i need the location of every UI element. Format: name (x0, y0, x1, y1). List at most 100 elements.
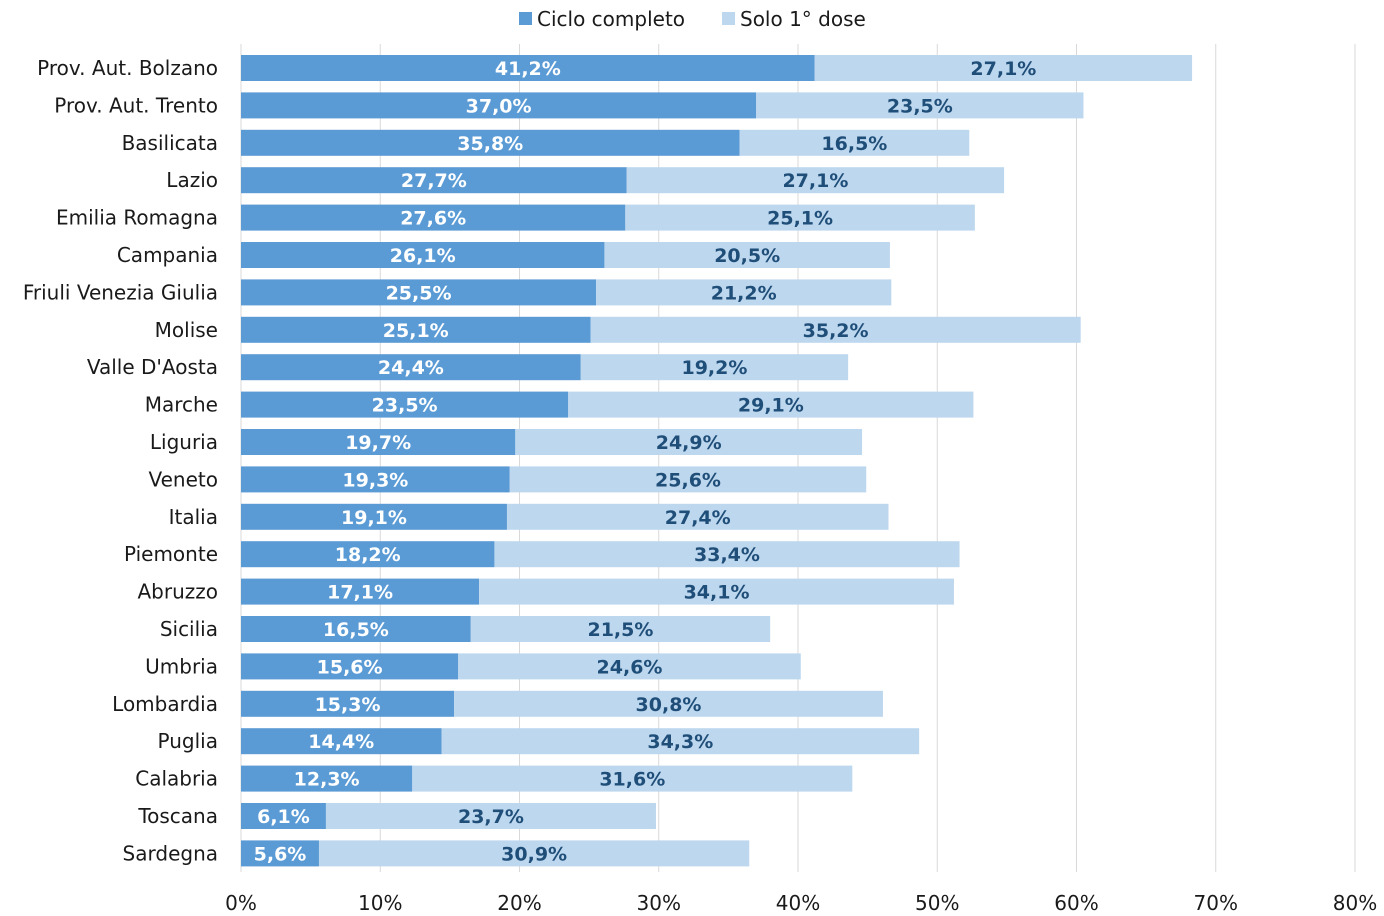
data-label-solo-1-dose: 24,9% (656, 432, 722, 454)
category-label: Umbria (145, 654, 218, 678)
data-label-solo-1-dose: 20,5% (714, 245, 780, 267)
category-label: Italia (169, 505, 218, 529)
data-label-solo-1-dose: 23,5% (887, 95, 953, 117)
category-label: Abruzzo (137, 580, 218, 604)
bar-ciclo-completo-piemonte (241, 541, 495, 568)
bar-ciclo-completo-lombardia (241, 690, 455, 717)
data-label-solo-1-dose: 27,1% (970, 58, 1036, 80)
bar-ciclo-completo-marche (241, 391, 569, 418)
data-label-solo-1-dose: 19,2% (681, 357, 747, 379)
data-label-ciclo-completo: 25,1% (383, 320, 449, 342)
data-label-ciclo-completo: 27,7% (401, 170, 467, 192)
category-label: Campania (117, 243, 218, 267)
bar-ciclo-completo-veneto (241, 466, 510, 493)
bar-solo-1-dose-marche (568, 391, 974, 418)
x-tick-label: 50% (915, 891, 959, 915)
data-label-solo-1-dose: 25,6% (655, 469, 721, 491)
data-label-solo-1-dose: 30,9% (501, 843, 567, 865)
legend: Ciclo completo Solo 1° dose (519, 7, 866, 31)
bar-solo-1-dose-calabria (412, 765, 853, 792)
bar-ciclo-completo-abruzzo (241, 578, 480, 605)
category-label: Valle D'Aosta (87, 355, 218, 379)
legend-label-ciclo-completo: Ciclo completo (537, 7, 685, 31)
legend-label-solo-1-dose: Solo 1° dose (740, 7, 866, 31)
bar-ciclo-completo-lazio (241, 167, 627, 194)
data-label-solo-1-dose: 30,8% (636, 694, 702, 716)
data-label-solo-1-dose: 16,5% (821, 133, 887, 155)
x-tick-label: 20% (497, 891, 541, 915)
category-label: Sicilia (160, 617, 218, 641)
bar-ciclo-completo-basilicata (241, 129, 740, 156)
x-tick-label: 70% (1194, 891, 1238, 915)
category-label: Emilia Romagna (56, 206, 218, 230)
data-label-solo-1-dose: 24,6% (597, 656, 663, 678)
bar-ciclo-completo-toscana (241, 803, 326, 829)
bar-ciclo-completo-valle-d-aosta (241, 354, 581, 381)
category-label: Sardegna (123, 841, 218, 865)
data-label-ciclo-completo: 27,6% (400, 208, 466, 230)
data-label-ciclo-completo: 19,3% (342, 469, 408, 491)
data-label-solo-1-dose: 27,1% (782, 170, 848, 192)
data-label-solo-1-dose: 34,3% (647, 731, 713, 753)
bar-ciclo-completo-sicilia (241, 616, 471, 642)
category-label: Veneto (149, 467, 219, 491)
data-label-ciclo-completo: 14,4% (308, 731, 374, 753)
bar-ciclo-completo-campania (241, 242, 605, 268)
bar-solo-1-dose-valle-d-aosta (580, 354, 849, 381)
data-label-solo-1-dose: 31,6% (599, 769, 665, 791)
bar-solo-1-dose-emilia-romagna (625, 204, 975, 231)
bar-solo-1-dose-campania (604, 242, 890, 268)
bar-solo-1-dose-sicilia (470, 616, 771, 642)
bar-ciclo-completo-molise (241, 316, 591, 343)
data-label-ciclo-completo: 41,2% (495, 58, 561, 80)
bar-ciclo-completo-puglia (241, 728, 442, 755)
bar-solo-1-dose-abruzzo (479, 578, 954, 605)
category-label: Prov. Aut. Trento (54, 93, 218, 117)
bar-solo-1-dose-puglia (441, 728, 920, 755)
bar-solo-1-dose-sardegna (318, 840, 750, 867)
data-label-ciclo-completo: 18,2% (335, 544, 401, 566)
bar-solo-1-dose-toscana (325, 803, 656, 829)
bar-solo-1-dose-veneto (509, 466, 867, 493)
data-label-solo-1-dose: 29,1% (738, 395, 804, 417)
bar-solo-1-dose-prov-aut-bolzano (814, 55, 1193, 81)
data-label-ciclo-completo: 6,1% (257, 806, 310, 828)
data-label-ciclo-completo: 37,0% (466, 95, 532, 117)
data-label-ciclo-completo: 19,7% (345, 432, 411, 454)
data-label-solo-1-dose: 34,1% (684, 582, 750, 604)
bar-solo-1-dose-friuli-venezia-giulia (596, 279, 892, 306)
data-label-ciclo-completo: 5,6% (254, 843, 307, 865)
bar-solo-1-dose-liguria (515, 429, 863, 455)
bar-solo-1-dose-italia (506, 503, 889, 530)
bar-ciclo-completo-emilia-romagna (241, 204, 626, 231)
data-label-solo-1-dose: 35,2% (803, 320, 869, 342)
data-label-solo-1-dose: 25,1% (767, 208, 833, 230)
data-label-ciclo-completo: 17,1% (327, 582, 393, 604)
category-label: Liguria (150, 430, 218, 454)
x-tick-label: 80% (1333, 891, 1377, 915)
data-label-ciclo-completo: 35,8% (457, 133, 523, 155)
x-tick-label: 10% (358, 891, 402, 915)
category-label: Toscana (137, 804, 218, 828)
data-label-ciclo-completo: 12,3% (294, 769, 360, 791)
data-label-solo-1-dose: 27,4% (665, 507, 731, 529)
data-label-ciclo-completo: 24,4% (378, 357, 444, 379)
category-labels: Prov. Aut. Bolzano Prov. Aut. Trento Basil… (23, 56, 218, 865)
category-label: Molise (155, 318, 218, 342)
data-label-ciclo-completo: 15,3% (315, 694, 381, 716)
bars: 41,2% 27,1% 37,0% 23,5% 35,8% 16,5% 27,7% 27,1%… (241, 55, 1193, 867)
bar-solo-1-dose-piemonte (494, 541, 960, 568)
data-label-solo-1-dose: 21,2% (711, 282, 777, 304)
bar-ciclo-completo-prov-aut-trento (241, 92, 757, 119)
bar-ciclo-completo-umbria (241, 653, 459, 680)
data-label-ciclo-completo: 15,6% (317, 656, 383, 678)
x-tick-label: 30% (637, 891, 681, 915)
legend-swatch-ciclo-completo (519, 12, 532, 25)
category-label: Basilicata (122, 131, 218, 155)
x-tick-label: 40% (776, 891, 820, 915)
category-label: Prov. Aut. Bolzano (37, 56, 218, 80)
bar-solo-1-dose-umbria (458, 653, 801, 680)
category-label: Marche (145, 393, 218, 417)
category-label: Puglia (158, 729, 218, 753)
